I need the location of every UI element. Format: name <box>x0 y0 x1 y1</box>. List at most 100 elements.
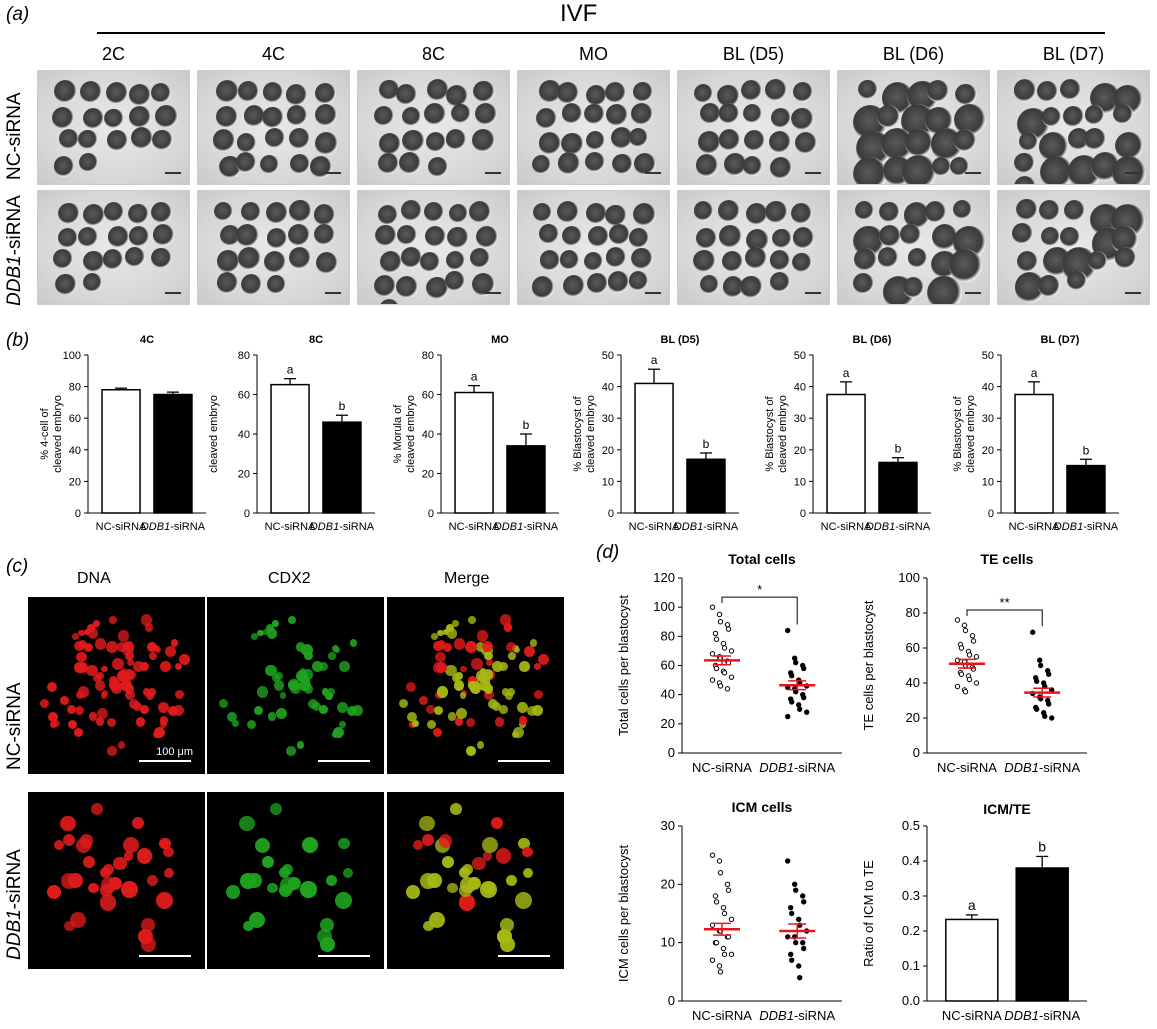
nucleus <box>253 705 263 715</box>
nucleus <box>76 651 87 663</box>
embryo-shape <box>743 103 763 123</box>
nucleus <box>456 708 468 720</box>
embryo-shape <box>722 276 745 298</box>
embryo-shape <box>54 80 77 103</box>
scale-bar <box>645 172 661 174</box>
y-tick-label: 80 <box>661 628 675 643</box>
embryo-shape <box>472 129 496 152</box>
y-tick-label: 60 <box>661 658 675 673</box>
embryo-photo <box>197 70 350 185</box>
chart-d2: 0 20 40 60 80 100 NC-siRNA DDB1-siRNA ** TE cells… <box>861 551 1087 775</box>
data-point <box>958 671 965 677</box>
nucleus <box>302 881 316 895</box>
nucleus <box>243 920 254 931</box>
data-point <box>966 676 973 683</box>
nucleus <box>53 719 61 727</box>
nucleus <box>276 708 288 720</box>
nucleus <box>129 698 140 709</box>
scale-bar <box>165 292 181 294</box>
nucleus <box>470 657 483 670</box>
embryo-shape <box>770 250 791 271</box>
x-tick-label: NC-siRNA <box>265 521 316 530</box>
nucleus <box>135 717 146 728</box>
embryo-shape <box>539 223 559 244</box>
embryo-shape <box>402 107 422 127</box>
nucleus <box>412 839 423 850</box>
nucleus <box>159 837 171 850</box>
nucleus <box>447 712 457 721</box>
nucleus <box>111 657 124 670</box>
embryo-shape <box>288 224 311 247</box>
significance-letter: a <box>968 897 976 913</box>
data-point <box>1030 629 1036 635</box>
embryo-shape <box>129 83 151 106</box>
data-point <box>785 858 791 864</box>
panel-label-d: (d) <box>596 542 620 563</box>
nucleus <box>290 680 300 690</box>
embryo-photo <box>997 70 1150 185</box>
embryo-shape <box>401 247 422 268</box>
y-axis-label: Total cells per blastocyst <box>616 595 631 736</box>
y-tick-label: 100 <box>63 350 81 362</box>
data-point <box>804 709 810 715</box>
embryo-shape <box>740 80 762 102</box>
nucleus <box>514 646 521 653</box>
x-tick-label: NC-siRNA <box>449 521 500 530</box>
embryo-shape <box>212 129 235 152</box>
x-tick-label: NC-siRNA <box>629 521 680 530</box>
nucleus <box>136 848 153 864</box>
embryo-shape <box>128 203 149 225</box>
y-tick-label: 20 <box>794 445 806 457</box>
nucleus <box>141 614 153 626</box>
nucleus <box>538 653 550 666</box>
y-tick-label: 40 <box>794 382 806 394</box>
nucleus <box>426 720 436 730</box>
embryo-shape <box>468 200 492 224</box>
embryo-shape <box>536 107 558 129</box>
nucleus <box>527 706 538 717</box>
nucleus <box>319 662 329 672</box>
nucleus <box>74 662 85 673</box>
data-point <box>709 651 716 657</box>
embryo-photo <box>997 190 1150 305</box>
row-label-ddb1-c: DDB1-siRNA <box>4 849 25 960</box>
nucleus <box>476 741 485 749</box>
y-tick-label: 0 <box>244 508 250 520</box>
nucleus <box>492 661 504 672</box>
embryo-shape <box>285 84 308 106</box>
embryo-shape <box>634 153 656 176</box>
y-axis-label: % Blastocyst of <box>572 395 584 471</box>
nucleus <box>149 652 157 660</box>
nucleus <box>232 719 240 727</box>
embryo-shape <box>539 250 561 271</box>
embryo-shape <box>58 202 80 225</box>
embryo-shape <box>879 201 900 223</box>
nucleus <box>123 851 134 862</box>
embryo-shape <box>152 223 175 246</box>
data-point <box>961 622 968 628</box>
nucleus <box>482 836 499 853</box>
embryo-shape <box>927 80 949 102</box>
embryo-shape <box>901 155 937 184</box>
data-point <box>725 626 732 632</box>
embryo-shape <box>717 200 740 223</box>
y-tick-label: 80 <box>906 605 920 620</box>
y-tick-label: 0.5 <box>902 818 920 833</box>
data-point <box>720 904 727 911</box>
fluorescence-image <box>207 597 384 774</box>
y-tick-label: 50 <box>602 350 614 362</box>
embryo-shape <box>83 107 105 129</box>
chart-d4: 0.0 0.1 0.2 0.3 0.4 0.5 a NC-siRNA b DDB1-siRNA IC… <box>861 801 1087 1023</box>
nucleus <box>93 674 102 682</box>
embryo-shape <box>107 130 128 151</box>
embryo-shape <box>1014 152 1035 173</box>
embryo-shape <box>378 299 400 304</box>
nucleus <box>107 746 118 756</box>
nucleus <box>302 669 314 681</box>
embryo-shape <box>374 274 397 297</box>
nucleus <box>508 652 516 660</box>
nucleus <box>179 653 191 666</box>
nucleus <box>74 728 84 738</box>
data-point <box>797 974 803 981</box>
nucleus <box>46 682 57 693</box>
